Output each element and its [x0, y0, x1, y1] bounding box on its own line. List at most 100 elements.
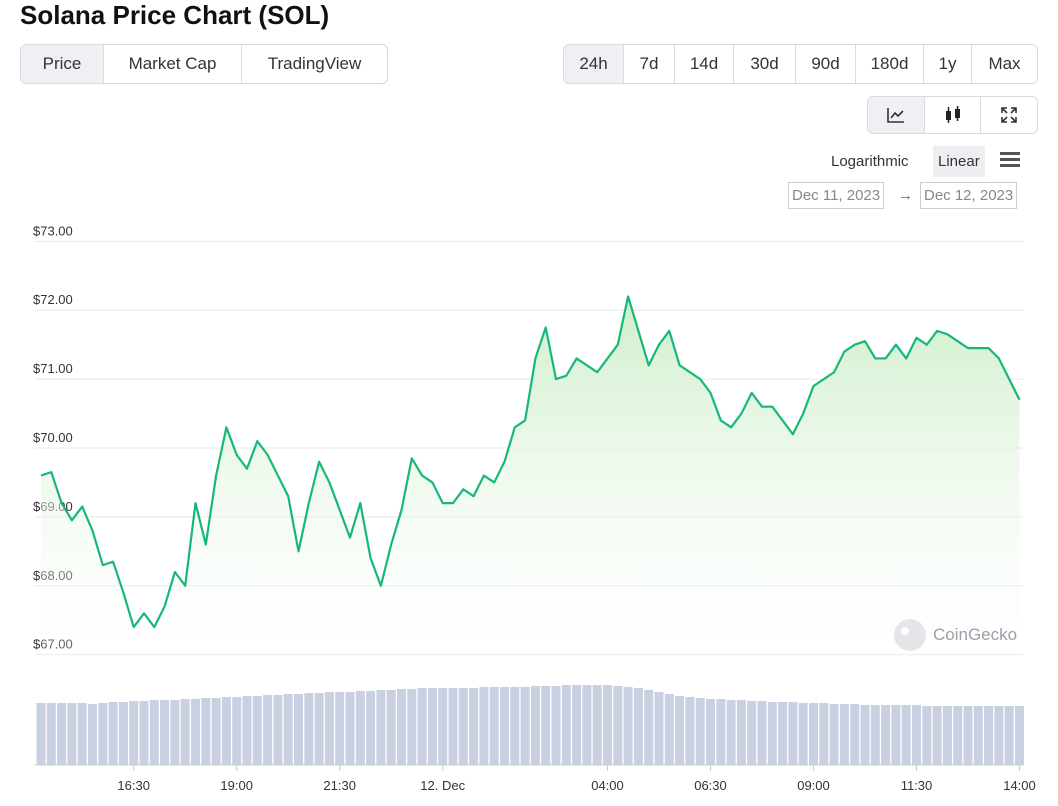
tab[interactable]: Market Cap: [103, 45, 241, 83]
volume-bar: [201, 698, 211, 765]
x-tick-label: 06:30: [694, 778, 727, 793]
volume-bar: [520, 687, 530, 765]
volume-bar: [963, 706, 973, 765]
y-tick-label: $70.00: [33, 430, 73, 445]
volume-bar: [706, 699, 715, 765]
date-from[interactable]: Dec 11, 2023: [788, 182, 885, 209]
candle-chart-button[interactable]: [924, 97, 980, 133]
x-tick-label: 19:00: [220, 778, 253, 793]
volume-bar: [366, 691, 376, 765]
volume-bar: [211, 698, 221, 765]
volume-bar: [118, 702, 128, 765]
range-button[interactable]: 24h: [564, 45, 623, 83]
y-tick-label: $72.00: [33, 292, 73, 307]
volume-bar: [252, 696, 262, 765]
page-title: Solana Price Chart (SOL): [20, 0, 330, 30]
volume-bar: [160, 700, 170, 765]
x-tick-label: 14:00: [1003, 778, 1036, 793]
y-tick-label: $67.00: [33, 637, 73, 652]
volume-bar: [335, 692, 345, 765]
volume-bar: [572, 685, 582, 765]
volume-bar: [427, 688, 437, 765]
volume-bar: [942, 706, 952, 765]
volume-bar: [644, 690, 654, 765]
volume-bar: [324, 692, 334, 765]
volume-bar: [551, 686, 561, 765]
range-button[interactable]: 14d: [674, 45, 733, 83]
volume-bar: [510, 687, 520, 765]
volume-bar: [870, 705, 880, 765]
volume-bar: [747, 701, 757, 765]
volume-bar: [623, 687, 633, 765]
volume-bar: [469, 688, 479, 765]
x-tick-label: 09:00: [797, 778, 830, 793]
x-tick-label: 04:00: [591, 778, 624, 793]
volume-bar: [191, 699, 200, 765]
volume-bar: [304, 693, 314, 765]
volume-bar: [819, 703, 829, 765]
date-arrow: →: [898, 187, 913, 204]
line-chart-button[interactable]: [868, 97, 924, 133]
y-tick-label: $71.00: [33, 361, 73, 376]
y-tick-label: $68.00: [33, 568, 73, 583]
volume-bar: [778, 702, 788, 765]
range-button[interactable]: 90d: [795, 45, 855, 83]
volume-bar: [448, 688, 458, 765]
volume-bar: [901, 705, 911, 765]
tab-group: Price Market Cap TradingView: [20, 44, 388, 84]
chart-type-group: [867, 96, 1038, 134]
scale-option[interactable]: Linear: [933, 146, 985, 177]
tab[interactable]: Price: [21, 45, 103, 83]
date-to[interactable]: Dec 12, 2023: [920, 182, 1018, 209]
watermark-text: CoinGecko: [933, 625, 1017, 644]
volume-bar: [98, 703, 108, 765]
volume-bar: [736, 700, 746, 765]
range-button[interactable]: 1y: [923, 45, 971, 83]
volume-bar: [726, 700, 736, 765]
scale-option[interactable]: Logarithmic: [831, 153, 909, 170]
range-button[interactable]: 7d: [623, 45, 674, 83]
volume-bar: [881, 705, 891, 765]
volume-bar: [417, 688, 427, 765]
volume-bar: [180, 699, 190, 765]
volume-bar: [994, 706, 1004, 765]
volume-bar: [541, 686, 551, 765]
volume-bar: [57, 703, 67, 765]
volume-bar: [386, 690, 396, 765]
volume-bar: [675, 696, 685, 765]
volume-bar: [46, 703, 56, 765]
range-button[interactable]: 180d: [855, 45, 923, 83]
volume-bar: [438, 688, 448, 765]
volume-bar: [809, 703, 818, 765]
volume-bar: [1015, 706, 1024, 765]
x-tick-label: 12. Dec: [420, 778, 465, 793]
volume-bar: [355, 691, 365, 765]
volume-bar: [397, 689, 406, 765]
range-group: 24h 7d 14d 30d 90d 180d 1y Max: [563, 44, 1038, 84]
volume-bar: [232, 697, 242, 765]
volume-bar: [345, 692, 355, 765]
volume-bar: [88, 704, 97, 765]
volume-bar: [170, 700, 180, 765]
range-button[interactable]: Max: [971, 45, 1037, 83]
volume-bar: [716, 699, 726, 765]
volume-bar: [850, 704, 860, 765]
tab[interactable]: TradingView: [241, 45, 387, 83]
range-button[interactable]: 30d: [733, 45, 795, 83]
volume-bar: [582, 685, 592, 765]
line-icon: [887, 108, 904, 123]
volume-bar: [294, 694, 303, 765]
volume-bar: [695, 698, 705, 765]
fullscreen-button[interactable]: [980, 97, 1037, 133]
volume-bar: [973, 706, 983, 765]
volume-bar: [592, 685, 602, 765]
volume-bar: [530, 686, 540, 765]
menu-icon[interactable]: [998, 150, 1022, 170]
price-area: [41, 296, 1020, 665]
volume-bar: [654, 692, 664, 765]
volume-bar: [891, 705, 901, 765]
volume-bar: [788, 702, 798, 765]
volume-bar: [283, 694, 293, 765]
volume-bar: [407, 689, 417, 765]
